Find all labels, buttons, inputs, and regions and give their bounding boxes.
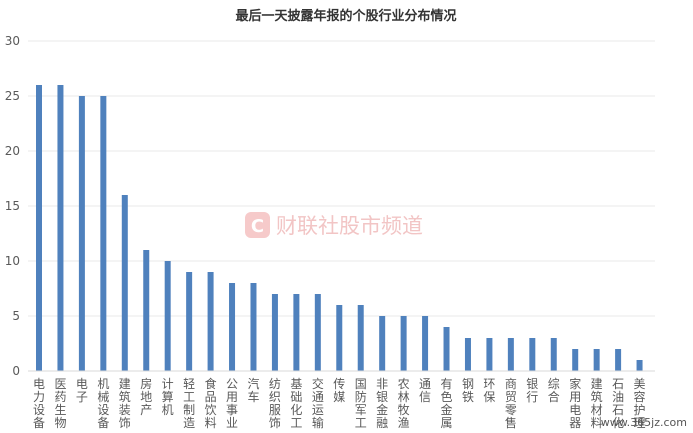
bar xyxy=(615,349,622,371)
bar xyxy=(293,294,300,371)
watermark: C 财联社股市频道 xyxy=(245,212,423,238)
bar xyxy=(507,338,514,371)
bar xyxy=(164,261,171,371)
x-category-label: 基础化工 xyxy=(290,377,302,430)
bars xyxy=(36,85,643,371)
bar xyxy=(443,327,450,371)
x-category-label: 传媒 xyxy=(333,376,345,404)
x-category-label: 综合 xyxy=(548,377,560,404)
x-category-label: 通信 xyxy=(419,377,431,404)
x-category-label: 房地产 xyxy=(140,376,152,417)
x-category-label: 美容护理 xyxy=(634,377,646,430)
bar xyxy=(36,85,42,371)
watermark-logo-letter: C xyxy=(251,216,264,237)
x-category-label: 银行 xyxy=(526,377,538,404)
x-category-label: 计算机 xyxy=(162,377,174,417)
x-category-label: 交通运输 xyxy=(312,376,324,430)
x-category-label: 农林牧渔 xyxy=(398,377,410,430)
x-category-label: 医药生物 xyxy=(54,377,66,430)
x-category-label: 石油石化 xyxy=(612,377,624,430)
bar xyxy=(314,294,321,371)
x-category-label: 轻工制造 xyxy=(183,377,195,430)
bar xyxy=(400,316,407,371)
watermark-text: 财联社股市频道 xyxy=(276,214,423,238)
y-tick-label: 5 xyxy=(12,309,20,323)
bar xyxy=(229,283,236,371)
x-category-label: 公用事业 xyxy=(226,377,238,430)
y-axis-ticks: 0 5 10 15 20 25 30 xyxy=(5,34,20,378)
bar xyxy=(207,272,214,371)
x-category-label: 纺织服饰 xyxy=(269,377,281,430)
x-category-label: 建筑装饰 xyxy=(119,377,131,430)
y-tick-label: 0 xyxy=(12,364,20,378)
x-category-label: 国防军工 xyxy=(355,377,367,430)
y-tick-label: 30 xyxy=(5,34,20,48)
bar xyxy=(572,349,579,371)
bar xyxy=(121,195,128,371)
x-category-label: 食品饮料 xyxy=(205,376,217,430)
x-category-label: 环保 xyxy=(483,377,495,404)
x-category-label: 钢铁 xyxy=(462,377,474,404)
bar xyxy=(464,338,471,371)
y-tick-label: 20 xyxy=(5,144,20,158)
x-category-label: 电子 xyxy=(76,377,88,404)
x-category-label: 汽车 xyxy=(247,376,259,404)
watermark-logo-icon xyxy=(245,212,270,238)
y-tick-label: 25 xyxy=(5,89,20,103)
bar xyxy=(486,338,493,371)
bar xyxy=(593,349,600,371)
gridlines xyxy=(28,40,655,317)
bar xyxy=(250,283,257,371)
bar xyxy=(529,338,536,371)
x-category-label: 商贸零售 xyxy=(505,376,517,430)
y-tick-label: 10 xyxy=(5,254,20,268)
y-tick-label: 15 xyxy=(5,199,20,213)
bar xyxy=(422,316,429,371)
site-watermark: www.365jz.com xyxy=(601,416,687,429)
x-category-label: 建筑材料 xyxy=(591,377,603,430)
bar xyxy=(143,250,150,371)
bar xyxy=(636,360,643,371)
bar xyxy=(100,96,107,371)
bar xyxy=(357,305,364,371)
bar xyxy=(78,96,85,371)
bar xyxy=(550,338,557,371)
x-category-label: 家用电器 xyxy=(569,376,581,430)
x-category-label: 有色金属 xyxy=(441,377,453,430)
bar xyxy=(57,85,64,371)
bar xyxy=(379,316,386,371)
bar xyxy=(271,294,278,371)
bar xyxy=(186,272,193,371)
x-category-label: 非银金融 xyxy=(376,377,388,430)
chart-title: 最后一天披露年报的个股行业分布情况 xyxy=(235,8,456,24)
x-category-label: 电力设备 xyxy=(33,377,45,430)
x-category-label: 机械设备 xyxy=(97,377,109,430)
x-axis-categories: 电力设备医药生物电子机械设备建筑装饰房地产计算机轻工制造食品饮料公用事业汽车纺织… xyxy=(33,376,646,430)
bar xyxy=(336,305,343,371)
